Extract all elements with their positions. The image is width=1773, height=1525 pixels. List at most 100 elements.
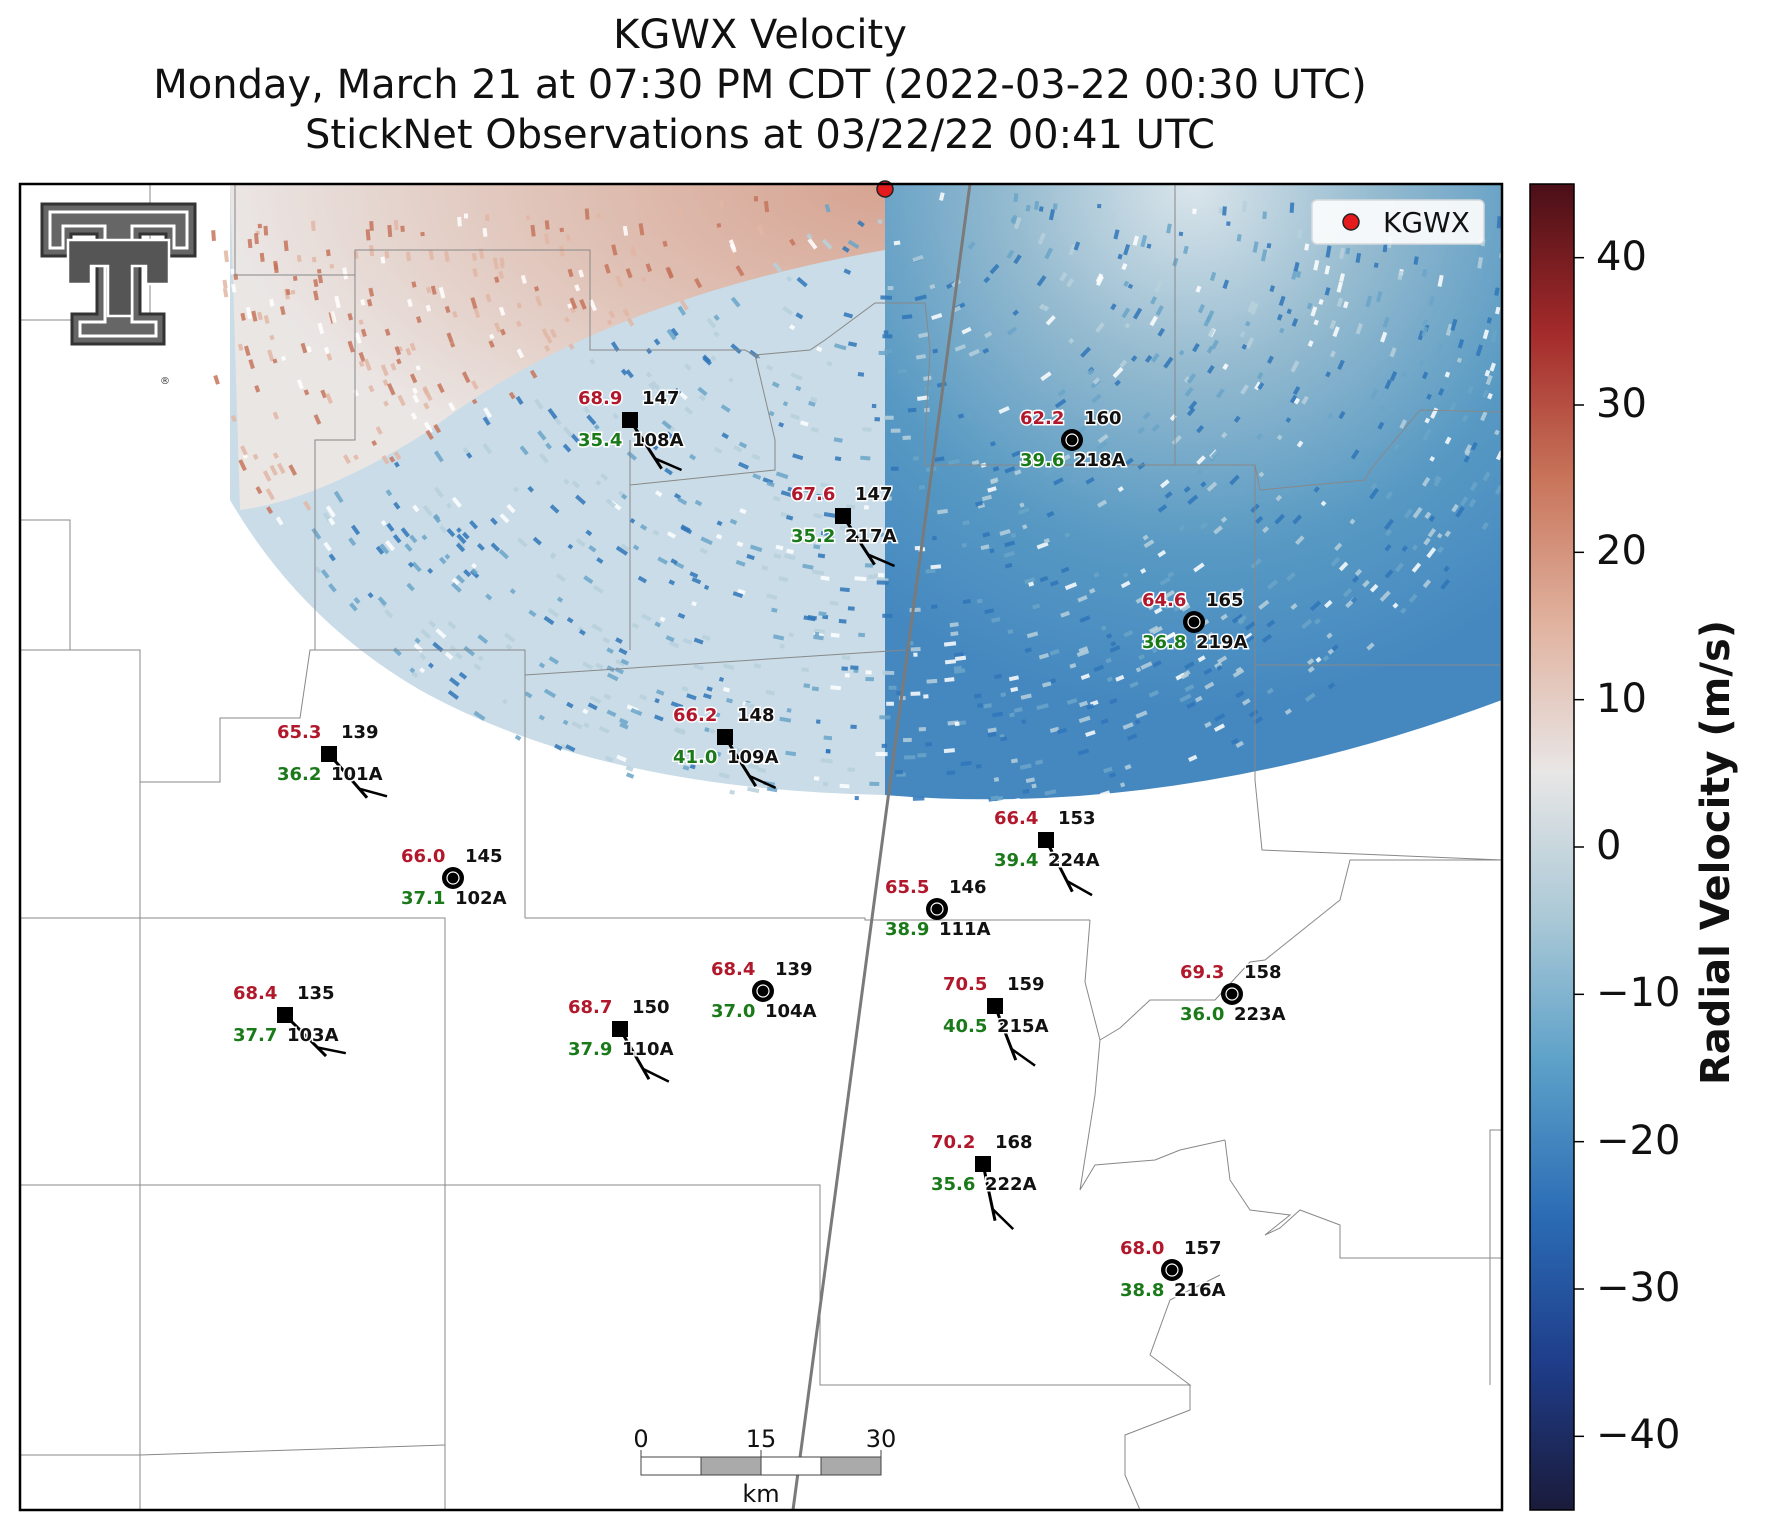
wind-barb-icon bbox=[628, 419, 663, 470]
map-frame bbox=[18, 182, 1504, 1512]
wind-barb-icon bbox=[723, 736, 758, 787]
colorbar-title: Radial Velocity (m/s) bbox=[1693, 619, 1739, 1085]
station-218A[interactable]: 62.2 160 39.6 218A bbox=[1019, 407, 1128, 473]
wind-barb-icon bbox=[841, 515, 876, 566]
station-temperature: 68.4 bbox=[711, 959, 755, 980]
legend-label: KGWX bbox=[1383, 206, 1470, 239]
title-line-1: KGWX Velocity bbox=[613, 12, 907, 58]
radar-speckle bbox=[211, 192, 1502, 804]
station-dewpoint: 36.2 bbox=[277, 764, 321, 785]
station-wind-direction: 147 bbox=[855, 484, 893, 505]
station-temperature: 66.2 bbox=[673, 705, 717, 726]
station-dewpoint: 37.9 bbox=[568, 1039, 612, 1060]
station-id: 216A bbox=[1174, 1280, 1226, 1301]
station-219A[interactable]: 64.6 165 36.8 219A bbox=[1141, 589, 1250, 655]
colorbar bbox=[1529, 183, 1584, 1511]
scalebar-unit: km bbox=[742, 1480, 779, 1508]
station-222A[interactable]: 70.2 168 35.6 222A bbox=[930, 1131, 1038, 1231]
station-dewpoint: 39.6 bbox=[1020, 450, 1064, 471]
station-wind-direction: 145 bbox=[465, 846, 503, 867]
station-224A[interactable]: 66.4 153 39.4 224A bbox=[993, 807, 1101, 897]
station-temperature: 68.9 bbox=[578, 388, 622, 409]
station-square-marker-icon bbox=[277, 1007, 293, 1023]
station-wind-direction: 165 bbox=[1206, 590, 1244, 611]
wind-barb-icon bbox=[1044, 839, 1074, 893]
station-id: 103A bbox=[287, 1025, 339, 1046]
scale-bar: 0 15 30 km bbox=[633, 1425, 896, 1508]
station-square-marker-icon bbox=[975, 1156, 991, 1172]
station-wind-direction: 148 bbox=[737, 705, 775, 726]
station-dewpoint: 35.2 bbox=[791, 526, 835, 547]
colorbar-tick-label: 20 bbox=[1596, 528, 1647, 575]
station-dewpoint: 36.0 bbox=[1180, 1004, 1224, 1025]
station-id: 102A bbox=[455, 888, 507, 909]
station-216A[interactable]: 68.0 157 38.8 216A bbox=[1119, 1237, 1228, 1303]
station-id: 217A bbox=[845, 526, 897, 547]
colorbar-tick-label: 0 bbox=[1596, 823, 1622, 869]
station-217A[interactable]: 67.6 147 35.2 217A bbox=[790, 483, 898, 568]
station-dewpoint: 39.4 bbox=[994, 850, 1038, 871]
station-dewpoint: 41.0 bbox=[673, 747, 717, 768]
station-wind-direction: 146 bbox=[949, 877, 987, 898]
station-id: 109A bbox=[727, 747, 779, 768]
legend: KGWX bbox=[1311, 199, 1485, 245]
station-square-marker-icon bbox=[612, 1021, 628, 1037]
wind-barb-icon bbox=[981, 1163, 997, 1222]
station-103A[interactable]: 68.4 135 37.7 103A bbox=[232, 982, 347, 1058]
station-109A[interactable]: 66.2 148 41.0 109A bbox=[672, 704, 780, 790]
station-wind-direction: 157 bbox=[1184, 1238, 1222, 1259]
station-wind-direction: 158 bbox=[1244, 962, 1282, 983]
station-wind-direction: 147 bbox=[642, 388, 680, 409]
station-215A[interactable]: 70.5 159 40.5 215A bbox=[942, 973, 1050, 1067]
scalebar-tick-0: 0 bbox=[633, 1425, 648, 1453]
radar-velocity-field bbox=[211, 184, 1502, 804]
scalebar-tick-30: 30 bbox=[866, 1425, 897, 1453]
logo-registered-mark: ® bbox=[160, 376, 170, 387]
station-temperature: 68.7 bbox=[568, 997, 612, 1018]
station-102A[interactable]: 66.0 145 37.1 102A bbox=[400, 845, 509, 911]
station-calm-circle-icon bbox=[752, 980, 774, 1002]
station-id: 222A bbox=[985, 1174, 1037, 1195]
station-wind-direction: 135 bbox=[297, 983, 335, 1004]
legend-marker-icon bbox=[1342, 213, 1360, 231]
station-108A[interactable]: 68.9 147 35.4 108A bbox=[577, 387, 685, 472]
station-id: 101A bbox=[331, 764, 383, 785]
title-line-3: StickNet Observations at 03/22/22 00:41 … bbox=[305, 112, 1215, 158]
station-id: 215A bbox=[997, 1016, 1049, 1037]
scalebar-tick-15: 15 bbox=[746, 1425, 777, 1453]
station-dewpoint: 40.5 bbox=[943, 1016, 987, 1037]
station-111A[interactable]: 65.5 146 38.9 111A bbox=[884, 876, 993, 942]
colorbar-tick-label: 40 bbox=[1596, 233, 1647, 280]
texas-tech-logo: ® bbox=[40, 202, 197, 387]
station-id: 219A bbox=[1196, 632, 1248, 653]
highway-line bbox=[791, 183, 972, 1511]
station-dewpoint: 37.0 bbox=[711, 1001, 755, 1022]
station-temperature: 65.3 bbox=[277, 722, 321, 743]
station-square-marker-icon bbox=[717, 729, 733, 745]
station-calm-circle-icon bbox=[926, 898, 948, 920]
station-temperature: 68.4 bbox=[233, 983, 277, 1004]
colorbar-gradient bbox=[1529, 183, 1575, 1511]
station-104A[interactable]: 68.4 139 37.0 104A bbox=[710, 958, 819, 1024]
wind-barb-icon bbox=[993, 1005, 1018, 1061]
stations-layer: 68.9 147 35.4 108A 62.2 160 39.6 218A 67.6 147 35.… bbox=[232, 387, 1288, 1303]
station-wind-direction: 153 bbox=[1058, 808, 1096, 829]
station-calm-circle-icon bbox=[1161, 1259, 1183, 1281]
station-dewpoint: 36.8 bbox=[1142, 632, 1186, 653]
station-square-marker-icon bbox=[987, 998, 1003, 1014]
station-calm-circle-icon bbox=[442, 867, 464, 889]
station-wind-direction: 168 bbox=[995, 1132, 1033, 1153]
station-223A[interactable]: 69.3 158 36.0 223A bbox=[1179, 961, 1288, 1027]
station-square-marker-icon bbox=[622, 412, 638, 428]
station-temperature: 65.5 bbox=[885, 877, 929, 898]
station-id: 110A bbox=[622, 1039, 674, 1060]
station-calm-circle-icon bbox=[1221, 983, 1243, 1005]
station-temperature: 64.6 bbox=[1142, 590, 1186, 611]
station-temperature: 69.3 bbox=[1180, 962, 1224, 983]
station-110A[interactable]: 68.7 150 37.9 110A bbox=[567, 996, 675, 1083]
wind-barb-icon bbox=[618, 1028, 651, 1080]
station-dewpoint: 38.8 bbox=[1120, 1280, 1164, 1301]
station-calm-circle-icon bbox=[1061, 429, 1083, 451]
station-101A[interactable]: 65.3 139 36.2 101A bbox=[276, 721, 388, 799]
